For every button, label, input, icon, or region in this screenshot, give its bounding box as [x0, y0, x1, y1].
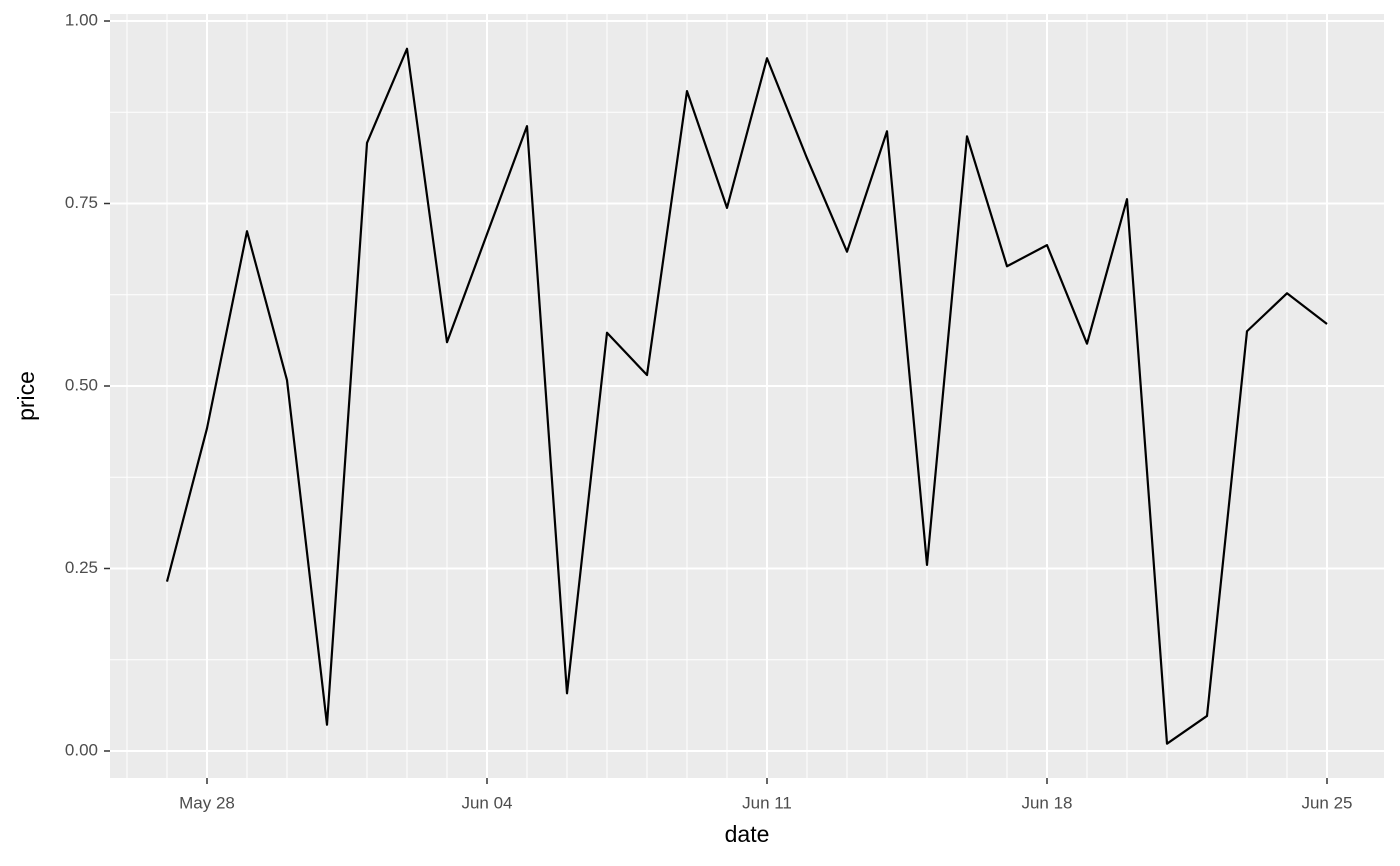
x-tick-label: Jun 25 [1301, 793, 1352, 812]
x-axis-title: date [725, 821, 770, 847]
x-tick-label: Jun 04 [461, 793, 512, 812]
panel [110, 14, 1384, 778]
y-tick-label: 0.00 [65, 740, 98, 759]
y-axis-title: price [13, 371, 39, 421]
x-tick-label: Jun 18 [1021, 793, 1072, 812]
y-tick-label: 1.00 [65, 10, 98, 29]
y-tick-label: 0.75 [65, 193, 98, 212]
line [165, 47, 1328, 745]
y-tick-label: 0.50 [65, 375, 98, 394]
x-tick-label: Jun 11 [742, 793, 792, 812]
y-tick-label: 0.25 [65, 558, 98, 577]
x-tick-label: May 28 [179, 793, 235, 812]
